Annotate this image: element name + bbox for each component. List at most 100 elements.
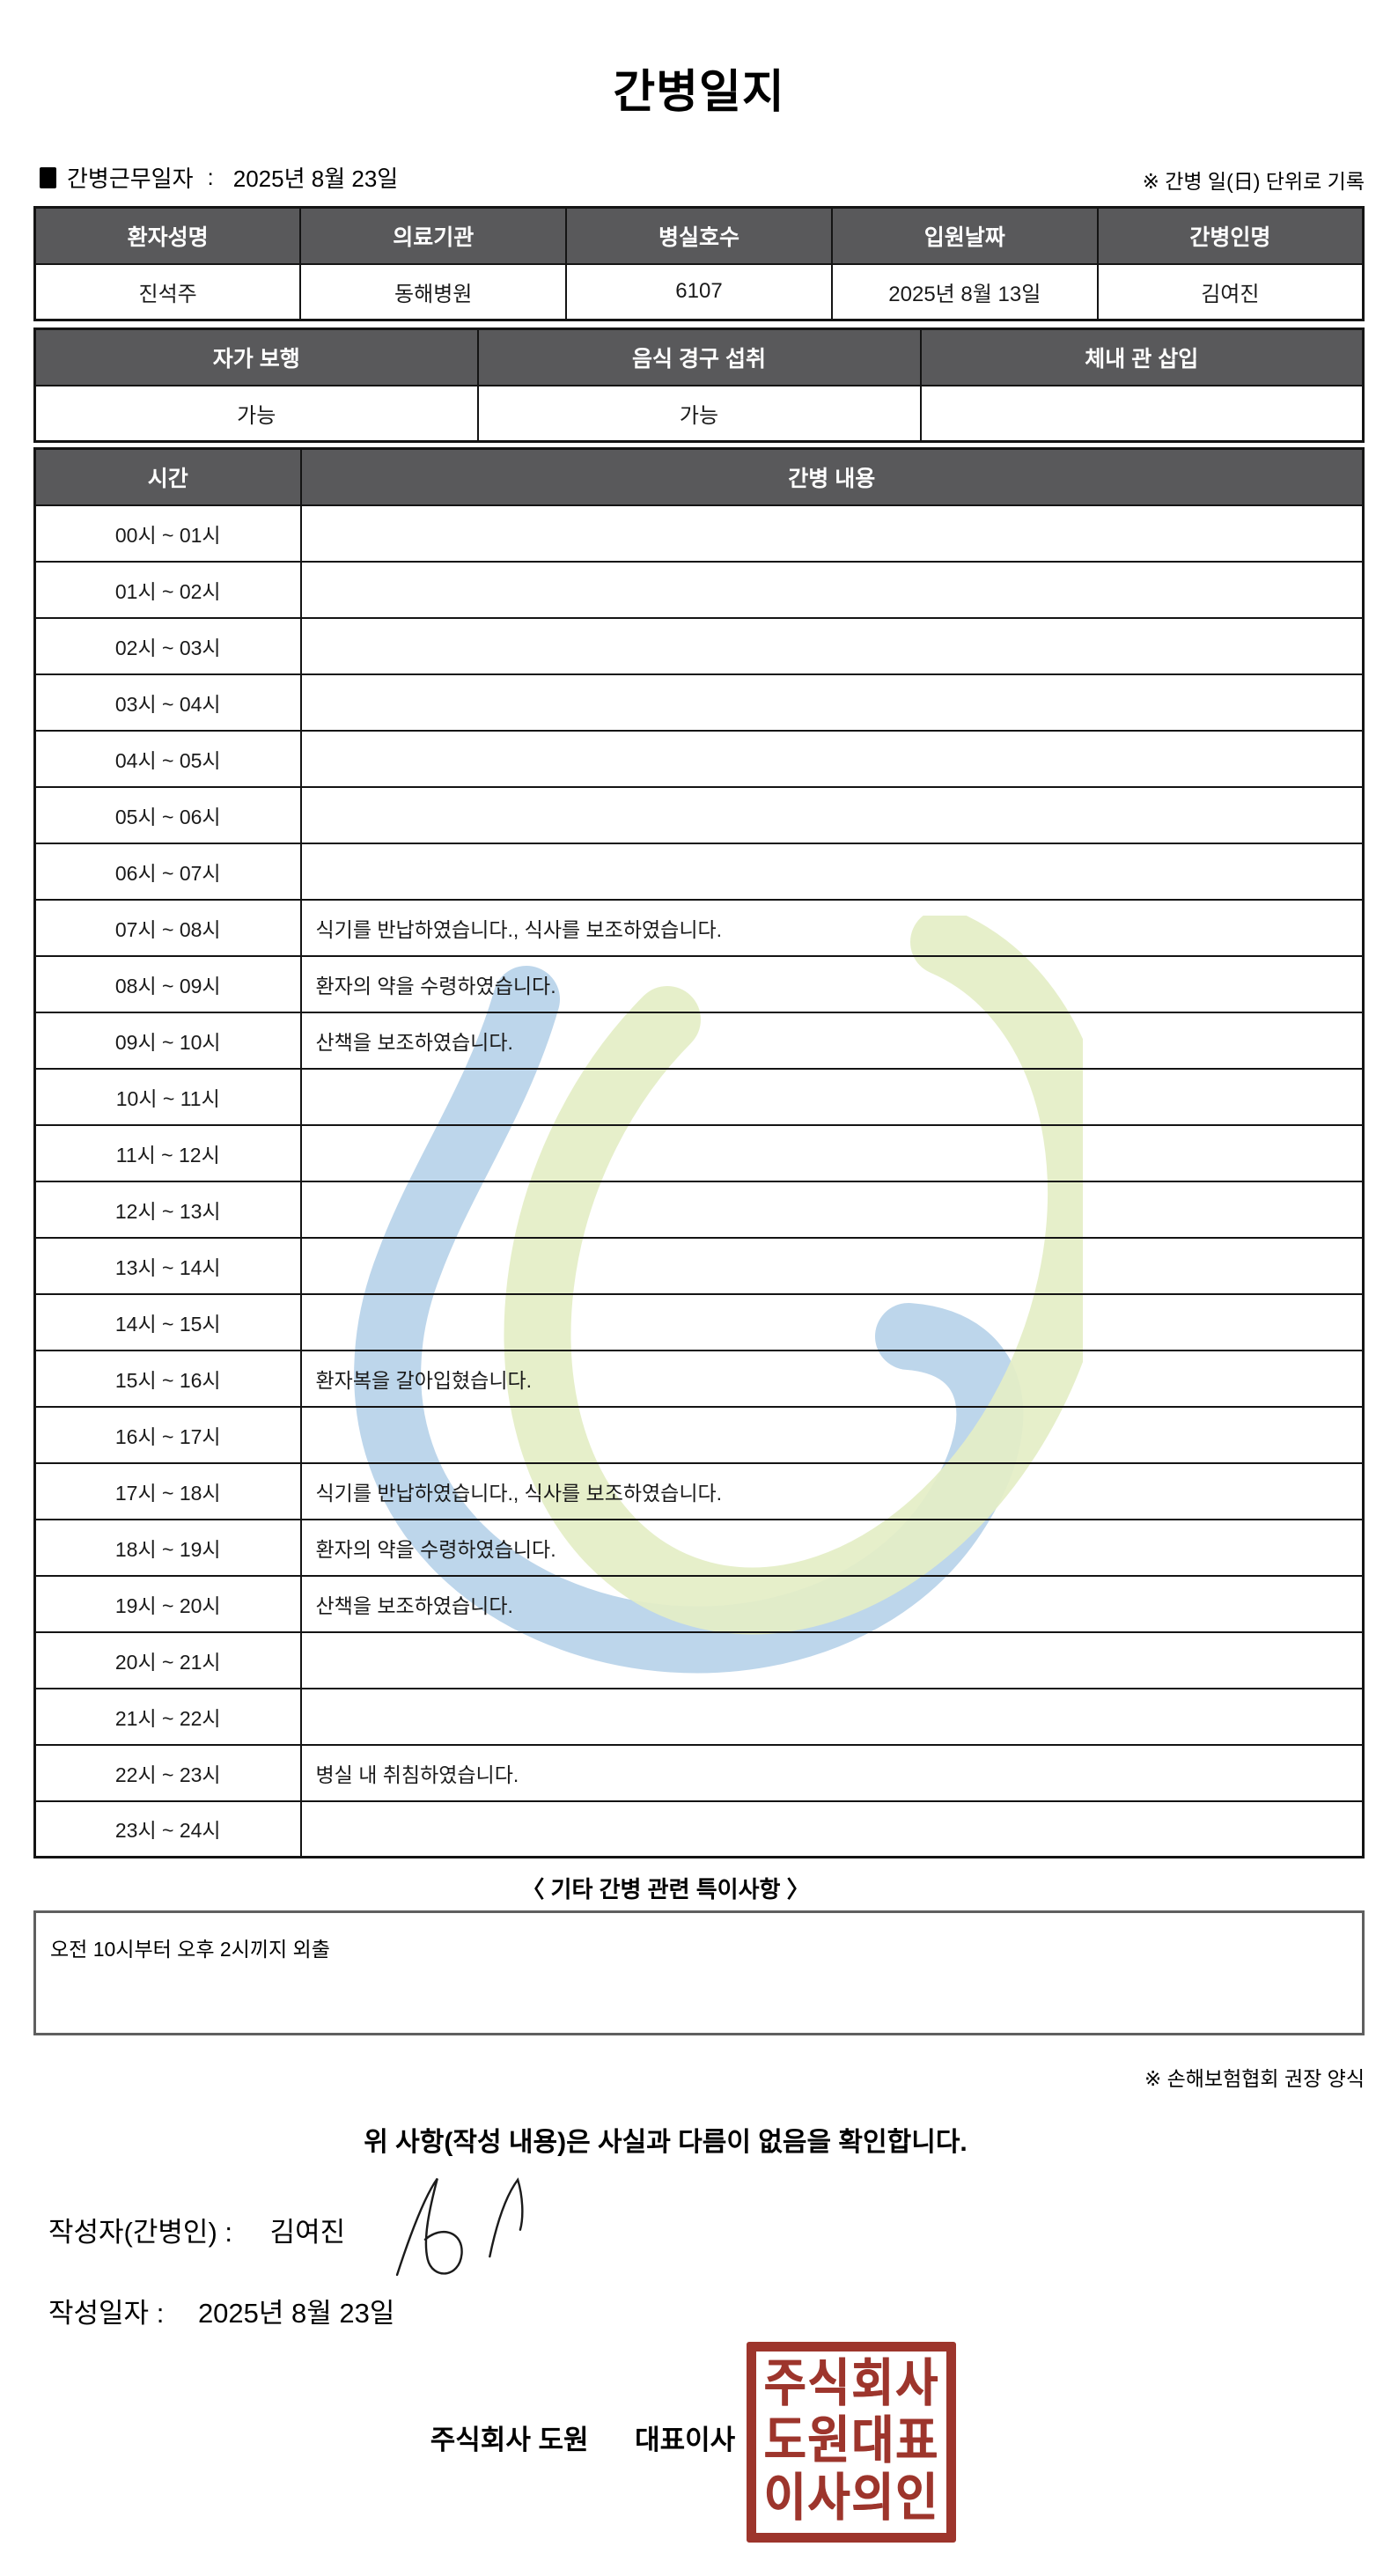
time-range: 14시 ~ 15시 <box>33 1292 302 1351</box>
time-range: 11시 ~ 12시 <box>33 1123 302 1182</box>
write-date-value: 2025년 8월 23일 <box>197 2298 395 2329</box>
stamp-line: 도원대표 <box>763 2413 939 2470</box>
time-range: 04시 ~ 05시 <box>33 729 302 788</box>
care-content <box>299 729 1365 788</box>
caregiver-name-header: 간병인명 <box>1096 206 1365 265</box>
etc-notes-box: 오전 10시부터 오후 2시끼지 외출 <box>33 1910 1365 2035</box>
write-date-line: 작성일자 : 2025년 8월 23일 <box>48 2291 394 2330</box>
care-log-row: 19시 ~ 20시 산책을 보조하였습니다. <box>33 1574 1365 1633</box>
condition-value-row: 가능 가능 <box>33 384 1365 443</box>
care-content: 산책을 보조하였습니다. <box>299 1574 1365 1633</box>
care-log-row: 02시 ~ 03시 <box>33 616 1365 675</box>
room-number-value: 6107 <box>565 262 833 321</box>
meta-row: 간병근무일자 : 2025년 8월 23일 ※ 간병 일(日) 단위로 기록 <box>40 161 1365 195</box>
work-date-value: 2025년 8월 23일 <box>232 166 399 192</box>
care-content <box>299 673 1365 732</box>
patient-info-header-row: 환자성명 의료기관 병실호수 입원날짜 간병인명 <box>33 206 1365 265</box>
care-content: 환자복을 갈아입혔습니다. <box>299 1349 1365 1408</box>
time-range: 15시 ~ 16시 <box>33 1349 302 1408</box>
work-date-label: 간병근무일자 <box>67 166 194 192</box>
care-log-row: 10시 ~ 11시 <box>33 1067 1365 1126</box>
time-range: 20시 ~ 21시 <box>33 1630 302 1689</box>
patient-info-table: 환자성명 의료기관 병실호수 입원날짜 간병인명 진석주 동해병원 6107 2… <box>33 206 1365 321</box>
etc-notes-content: 오전 10시부터 오후 2시끼지 외출 <box>50 1938 330 1961</box>
corporate-seal-stamp: 주식회사 도원대표 이사의인 <box>747 2342 956 2543</box>
care-content: 환자의 약을 수령하였습니다. <box>299 954 1365 1013</box>
care-log-row: 12시 ~ 13시 <box>33 1180 1365 1239</box>
time-range: 08시 ~ 09시 <box>33 954 302 1013</box>
internal-tube-header: 체내 관 삽입 <box>919 328 1365 386</box>
company-title: 대표이사 <box>635 2425 736 2455</box>
time-range: 05시 ~ 06시 <box>33 785 302 844</box>
time-range: 01시 ~ 02시 <box>33 560 302 619</box>
time-range: 09시 ~ 10시 <box>33 1011 302 1070</box>
internal-tube-value <box>919 384 1365 443</box>
work-date-colon: : <box>207 164 214 190</box>
self-walking-header: 자가 보행 <box>33 328 479 386</box>
care-log-row: 20시 ~ 21시 <box>33 1630 1365 1689</box>
care-log-row: 17시 ~ 18시 식기를 반납하였습니다., 식사를 보조하였습니다. <box>33 1461 1365 1520</box>
caregiver-name-value: 김여진 <box>1096 262 1365 321</box>
writer-label: 작성자(간병인) : <box>48 2217 232 2248</box>
care-content-header: 간병 내용 <box>299 447 1365 506</box>
care-log-row: 04시 ~ 05시 <box>33 729 1365 788</box>
time-range: 13시 ~ 14시 <box>33 1236 302 1295</box>
care-content <box>299 1800 1365 1858</box>
care-content <box>299 1687 1365 1746</box>
care-content <box>299 842 1365 901</box>
care-log-row: 22시 ~ 23시 병실 내 취침하였습니다. <box>33 1743 1365 1802</box>
writer-line: 작성자(간병인) : 김여진 <box>48 2210 345 2249</box>
care-content <box>299 616 1365 675</box>
time-range: 07시 ~ 08시 <box>33 898 302 957</box>
oral-intake-value: 가능 <box>476 384 922 443</box>
care-content: 식기를 반납하였습니다., 식사를 보조하였습니다. <box>299 898 1365 957</box>
confirmation-text: 위 사항(작성 내용)은 사실과 다름이 없음을 확인합니다. <box>364 2128 968 2157</box>
work-date-line: 간병근무일자 : 2025년 8월 23일 <box>40 161 398 194</box>
company-line: 주식회사 도원 대표이사 <box>0 2418 1166 2457</box>
form-note: ※ 손해보험협회 권장 양식 <box>1144 2067 1365 2090</box>
company-name: 주식회사 도원 <box>430 2425 589 2455</box>
time-range: 16시 ~ 17시 <box>33 1405 302 1464</box>
care-content <box>299 1067 1365 1126</box>
care-log-row: 18시 ~ 19시 환자의 약을 수령하였습니다. <box>33 1518 1365 1577</box>
care-log-row: 03시 ~ 04시 <box>33 673 1365 732</box>
time-range: 17시 ~ 18시 <box>33 1461 302 1520</box>
care-log-row: 06시 ~ 07시 <box>33 842 1365 901</box>
admission-date-value: 2025년 8월 13일 <box>830 262 1099 321</box>
time-range: 02시 ~ 03시 <box>33 616 302 675</box>
patient-name-header: 환자성명 <box>33 206 302 265</box>
care-log-row: 13시 ~ 14시 <box>33 1236 1365 1295</box>
care-content <box>299 1630 1365 1689</box>
time-range: 21시 ~ 22시 <box>33 1687 302 1746</box>
condition-table: 자가 보행 음식 경구 섭취 체내 관 삽입 가능 가능 <box>33 328 1365 443</box>
care-log-row: 08시 ~ 09시 환자의 약을 수령하였습니다. <box>33 954 1365 1013</box>
care-content: 병실 내 취침하였습니다. <box>299 1743 1365 1802</box>
care-content <box>299 785 1365 844</box>
stamp-line: 주식회사 <box>763 2356 939 2413</box>
time-range: 18시 ~ 19시 <box>33 1518 302 1577</box>
care-log-row: 01시 ~ 02시 <box>33 560 1365 619</box>
time-range: 22시 ~ 23시 <box>33 1743 302 1802</box>
care-log-row: 07시 ~ 08시 식기를 반납하였습니다., 식사를 보조하였습니다. <box>33 898 1365 957</box>
care-content <box>299 1292 1365 1351</box>
care-log-row: 15시 ~ 16시 환자복을 갈아입혔습니다. <box>33 1349 1365 1408</box>
care-content: 환자의 약을 수령하였습니다. <box>299 1518 1365 1577</box>
care-log-table: 시간 간병 내용 00시 ~ 01시 01시 ~ 02시 <box>33 447 1365 1858</box>
time-range: 03시 ~ 04시 <box>33 673 302 732</box>
medical-institution-header: 의료기관 <box>299 206 568 265</box>
writer-name: 김여진 <box>269 2217 346 2248</box>
time-range: 19시 ~ 20시 <box>33 1574 302 1633</box>
care-log-row: 11시 ~ 12시 <box>33 1123 1365 1182</box>
care-content <box>299 1180 1365 1239</box>
time-range: 06시 ~ 07시 <box>33 842 302 901</box>
admission-date-header: 입원날짜 <box>830 206 1099 265</box>
care-log-row: 23시 ~ 24시 <box>33 1800 1365 1858</box>
stamp-line: 이사의인 <box>763 2470 939 2528</box>
care-log-row: 16시 ~ 17시 <box>33 1405 1365 1464</box>
etc-section-heading: 〈 기타 간병 관련 특이사항 〉 <box>521 1876 810 1903</box>
care-content: 식기를 반납하였습니다., 식사를 보조하였습니다. <box>299 1461 1365 1520</box>
care-content <box>299 1123 1365 1182</box>
page-title: 간병일지 <box>613 67 785 118</box>
care-content <box>299 504 1365 563</box>
